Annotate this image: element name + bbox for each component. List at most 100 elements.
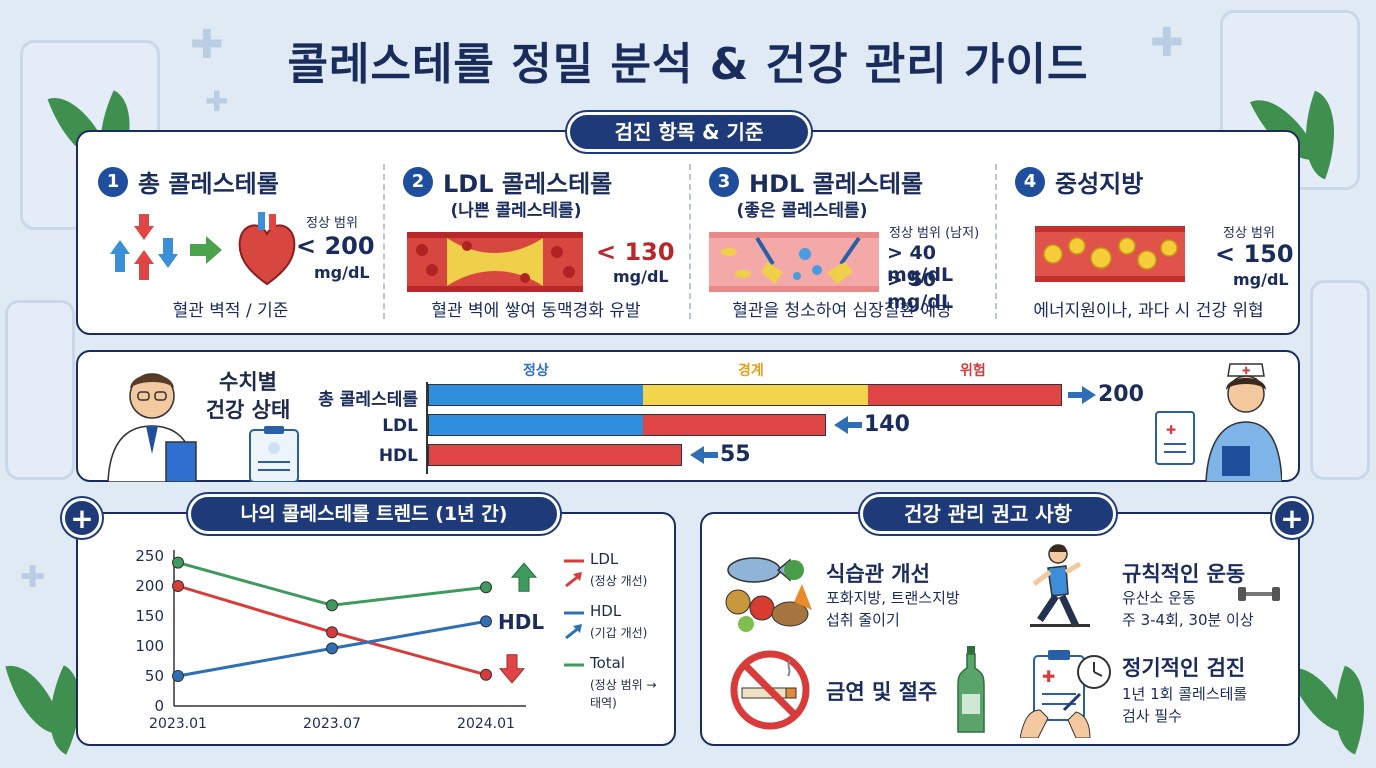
clipboard-icon	[249, 426, 299, 482]
dumbbell-icon	[1238, 587, 1280, 601]
rec-text-exercise-2: 주 3-4회, 30분 이상	[1122, 611, 1254, 629]
legend-name: LDL	[590, 550, 619, 568]
number-badge: 3	[709, 166, 739, 197]
range-value: > 40 mg/dL	[887, 242, 954, 286]
range-unit: mg/dL	[613, 267, 669, 286]
checkup-item-triglyceride: 4 중성지방 정상 범위 < 150 mg/dL 에너지원이나, 과다 시 건강…	[995, 132, 1302, 333]
item-header: 2 LDL 콜레스테롤	[403, 164, 612, 199]
bottle-icon	[957, 646, 985, 733]
legend-note: (정상 범위 → 태역)	[590, 678, 657, 710]
bar-ldl	[428, 414, 826, 436]
bar-label-total: 총 콜레스테롤	[318, 390, 418, 410]
trend-header: 나의 콜레스테롤 트렌드 (1년 간)	[188, 494, 560, 534]
checkup-item-total: 1 총 콜레스테롤 정상 범위 < 200 mg/dL 혈관 벽적 / 기준	[78, 132, 383, 333]
running-icon	[1030, 544, 1090, 628]
nurse-icon: ✚ ✚	[1155, 363, 1282, 482]
heart-icon	[238, 212, 296, 286]
y-tick-label: 100	[135, 637, 164, 655]
rec-text-checkup-2: 검사 필수	[1122, 707, 1182, 725]
x-tick-label: 2023.01	[149, 716, 207, 732]
item-subtitle: (나쁜 콜레스테롤)	[450, 201, 582, 221]
number-badge: 4	[1015, 166, 1045, 197]
item-header: 1 총 콜레스테롤	[98, 164, 279, 199]
trend-line-chart: 0 50 100 150 200 250 2023.01 2023.07 2024.01	[135, 547, 538, 732]
divider	[689, 164, 691, 319]
divider	[383, 164, 385, 319]
bar-axis	[426, 382, 428, 474]
range-unit: mg/dL	[314, 263, 370, 282]
plus-icon: ✚	[1150, 20, 1184, 66]
item-subtitle: (좋은 콜레스테롤)	[736, 201, 868, 221]
range-label: 정상 범위 (남저)	[889, 226, 980, 241]
data-point-hdl	[326, 642, 338, 655]
range-label: 정상 범위	[306, 216, 358, 231]
zone-label-normal: 정상	[523, 363, 549, 379]
status-title-line1: 수치별	[219, 370, 277, 394]
divider	[995, 164, 997, 319]
y-tick-label: 50	[145, 667, 164, 685]
y-tick-label: 250	[135, 547, 164, 565]
checkup-item-hdl: 3 HDL 콜레스테롤 (좋은 콜레스테롤) 정상 범위 (남저) > 40 m…	[689, 132, 995, 333]
segment-normal	[429, 385, 643, 405]
item-name: HDL 콜레스테롤	[749, 170, 924, 198]
item-name: 총 콜레스테롤	[138, 170, 279, 198]
svg-text:✚: ✚	[1042, 667, 1055, 686]
no-smoking-icon	[730, 650, 810, 730]
segment-normal	[429, 415, 643, 435]
range-value: < 200	[296, 232, 375, 260]
clogged-artery-icon	[407, 232, 583, 292]
data-point-hdl	[172, 670, 184, 682]
arrow-left-icon	[690, 446, 718, 464]
x-tick-label: 2023.07	[303, 716, 361, 732]
trend-panel: 0 50 100 150 200 250 2023.01 2023.07 2024.01 HDL…	[76, 512, 676, 746]
data-point-ldl	[326, 626, 338, 639]
y-tick-label: 200	[135, 577, 164, 595]
item-header: 4 중성지방	[1015, 164, 1143, 199]
item-description: 혈관 벽에 쌓여 동맥경화 유발	[431, 301, 641, 321]
range-value: > 50 mg/dL	[887, 269, 954, 313]
y-tick-label: 150	[135, 607, 164, 625]
svg-text:✚: ✚	[1242, 366, 1250, 377]
plus-icon: ✚	[190, 22, 224, 68]
zone-label-danger: 위험	[960, 363, 986, 379]
bar-value-ldl: 140	[864, 412, 910, 437]
rec-text-diet-2: 섭취 줄이기	[826, 611, 900, 629]
up-arrow-icon	[510, 562, 538, 592]
plus-icon: ✚	[205, 85, 229, 118]
y-tick-label: 0	[154, 697, 164, 715]
status-title-line2: 건강 상태	[205, 398, 291, 422]
rec-text-diet-1: 포화지방, 트랜스지방	[826, 589, 960, 607]
status-panel: 수치별 건강 상태 정상 경계 위험 총 콜레스테롤 200 LDL 140 H…	[76, 350, 1300, 482]
rec-title-smoking: 금연 및 절주	[826, 680, 938, 704]
legend-line-icon	[564, 663, 584, 667]
bar-total	[428, 384, 1062, 406]
segment-danger	[868, 385, 1061, 405]
item-name: LDL 콜레스테롤	[443, 170, 613, 198]
legend-line-icon	[564, 559, 584, 563]
rec-text-exercise-1: 유산소 운동	[1122, 589, 1196, 607]
x-tick-label: 2024.01	[457, 716, 515, 732]
trend-arrow-icon	[565, 624, 582, 640]
page-title: 콜레스테롤 정밀 분석 & 건강 관리 가이드	[287, 39, 1089, 90]
bar-label-ldl: LDL	[382, 416, 418, 436]
number-badge: 1	[98, 166, 128, 197]
rec-text-checkup-1: 1년 1회 콜레스테롤	[1122, 685, 1248, 703]
number-badge: 2	[403, 166, 433, 197]
legend-name: Total	[590, 654, 626, 672]
bar-label-hdl: HDL	[378, 446, 418, 466]
bar-hdl	[428, 444, 682, 466]
range-value: < 150	[1215, 240, 1294, 268]
down-arrow-icon	[498, 654, 526, 684]
cholesterol-arrows-icon	[110, 214, 222, 280]
checkup-item-ldl: 2 LDL 콜레스테롤 (나쁜 콜레스테롤) < 130 mg/dL 혈관 벽에…	[383, 132, 689, 333]
item-name: 중성지방	[1055, 170, 1144, 198]
segment-danger	[643, 415, 825, 435]
plus-icon: +	[1272, 498, 1312, 538]
checkup-panel: 1 총 콜레스테롤 정상 범위 < 200 mg/dL 혈관 벽적 / 기준 2…	[76, 130, 1300, 335]
segment-border	[643, 385, 868, 405]
item-description: 혈관을 청소하여 심장질환 예방	[732, 301, 952, 321]
arrow-left-icon	[834, 416, 862, 434]
item-description: 에너지원이나, 과다 시 건강 위협	[1033, 301, 1264, 321]
cleaning-broom-icon	[709, 232, 879, 292]
segment-danger	[429, 445, 681, 465]
